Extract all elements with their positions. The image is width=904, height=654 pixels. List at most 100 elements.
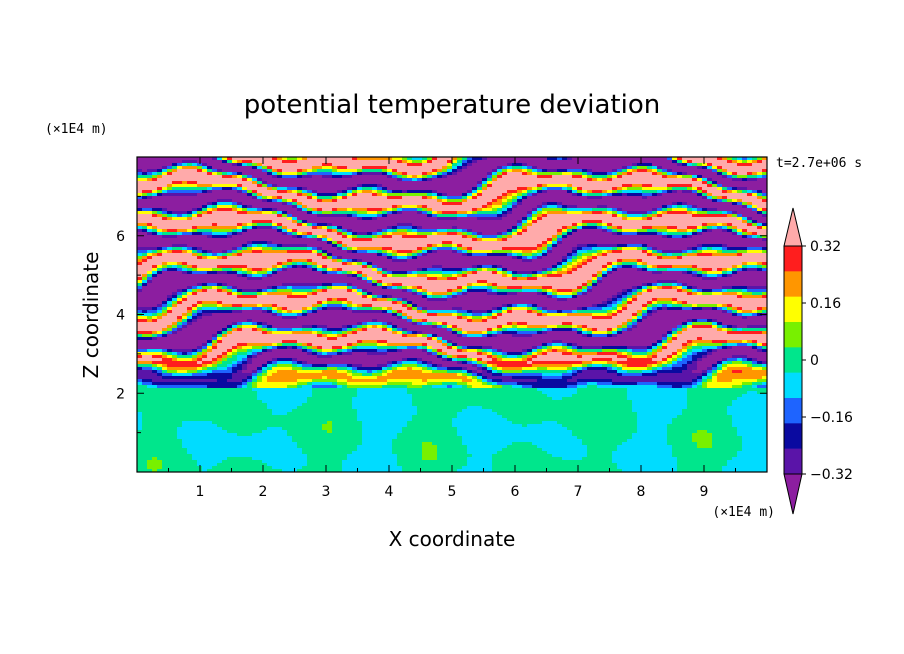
x-tick-label: 2 (259, 484, 268, 500)
contour-cell (492, 313, 497, 317)
contour-cell (357, 214, 377, 218)
contour-cell (207, 211, 212, 215)
contour-cell (482, 190, 507, 194)
contour-cell (142, 421, 182, 425)
contour-cell (532, 442, 582, 446)
contour-cell (512, 442, 532, 446)
contour-cell (672, 301, 677, 305)
contour-cell (762, 250, 767, 254)
contour-cell (427, 343, 442, 347)
contour-cell (627, 346, 647, 350)
contour-cell (212, 253, 217, 257)
contour-cell (622, 190, 642, 194)
contour-cell (167, 211, 172, 215)
contour-cell (392, 247, 417, 251)
contour-cell (442, 211, 457, 215)
contour-cell (147, 250, 152, 254)
contour-cell (392, 451, 422, 455)
contour-cell (357, 292, 362, 296)
contour-cell (452, 307, 462, 311)
contour-cell (427, 247, 432, 251)
contour-cell (507, 322, 512, 326)
contour-cell (162, 190, 167, 194)
contour-cell (467, 250, 472, 254)
contour-cell (332, 268, 337, 272)
contour-cell (712, 178, 732, 182)
contour-cell (762, 157, 767, 161)
contour-cell (427, 289, 447, 293)
contour-cell (197, 289, 202, 293)
contour-cell (327, 286, 332, 290)
contour-cell (737, 343, 747, 347)
contour-cell (422, 196, 427, 200)
contour-cell (162, 265, 167, 269)
contour-cell (377, 325, 382, 329)
contour-cell (407, 346, 417, 350)
contour-cell (487, 352, 492, 356)
contour-cell (697, 442, 712, 446)
contour-cell (552, 241, 557, 245)
contour-cell (357, 322, 362, 326)
contour-cell (437, 457, 467, 461)
contour-cell (512, 307, 527, 311)
contour-cell (217, 361, 222, 365)
contour-cell (632, 325, 637, 329)
contour-cell (502, 379, 537, 383)
contour-cell (427, 196, 432, 200)
contour-cell (687, 355, 692, 359)
contour-cell (577, 250, 587, 254)
contour-cell (247, 241, 252, 245)
contour-cell (392, 232, 407, 236)
contour-cell (707, 247, 712, 251)
contour-cell (762, 268, 767, 272)
contour-cell (692, 358, 697, 362)
contour-cell (222, 328, 227, 332)
contour-cell (652, 211, 657, 215)
contour-cell (472, 364, 477, 368)
contour-cell (612, 364, 617, 368)
contour-cell (682, 412, 727, 416)
contour-cell (152, 265, 157, 269)
contour-cell (727, 343, 737, 347)
contour-cell (532, 169, 537, 173)
contour-cell (532, 304, 537, 308)
contour-cell (717, 274, 722, 278)
contour-cell (597, 304, 607, 308)
contour-cell (347, 373, 352, 377)
contour-cell (512, 205, 517, 209)
contour-cell (737, 307, 742, 311)
contour-cell (162, 466, 202, 470)
contour-cell (657, 298, 672, 302)
contour-cell (557, 169, 567, 173)
contour-cell (547, 187, 562, 191)
colorbar-tick-label: −0.16 (810, 410, 853, 426)
contour-cell (397, 223, 412, 227)
contour-cell (167, 217, 172, 221)
contour-cell (192, 322, 232, 326)
contour-cell (542, 205, 547, 209)
contour-cell (357, 247, 382, 251)
contour-cell (282, 283, 322, 287)
contour-cell (452, 418, 507, 422)
contour-cell (447, 289, 452, 293)
contour-cell (262, 166, 267, 170)
contour-cell (502, 232, 507, 236)
contour-cell (197, 250, 202, 254)
contour-cell (492, 250, 512, 254)
contour-cell (477, 376, 482, 380)
contour-cell (377, 340, 387, 344)
contour-cell (402, 178, 412, 182)
contour-cell (352, 328, 357, 332)
contour-cell (252, 385, 257, 389)
contour-cell (337, 259, 342, 263)
contour-cell (467, 190, 472, 194)
contour-cell (447, 355, 452, 359)
contour-cell (602, 346, 627, 350)
contour-cell (672, 451, 737, 455)
contour-cell (512, 376, 542, 380)
contour-cell (442, 244, 452, 248)
contour-cell (417, 334, 422, 338)
contour-cell (512, 334, 532, 338)
contour-cell (187, 181, 197, 185)
contour-cell (402, 430, 457, 434)
